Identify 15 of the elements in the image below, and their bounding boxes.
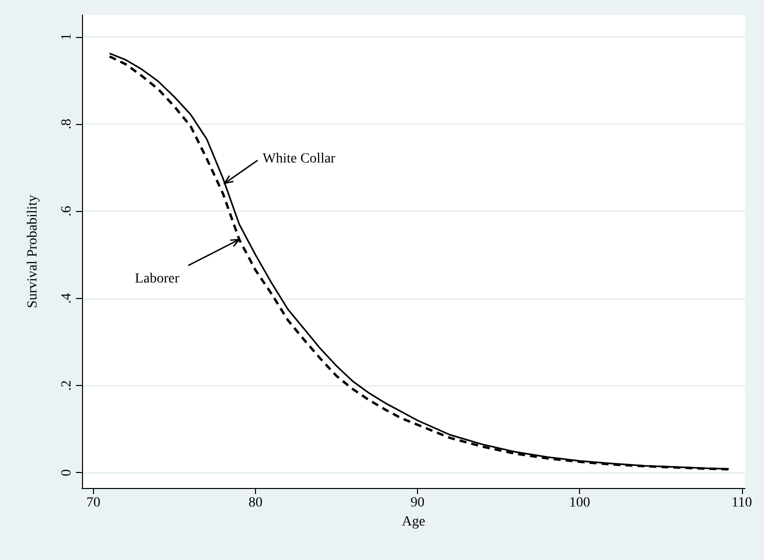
x-tick-label: 80 bbox=[248, 496, 262, 510]
y-tick-label: 0 bbox=[60, 469, 74, 476]
y-tick-label: 1 bbox=[60, 33, 74, 40]
x-tick-label: 90 bbox=[410, 496, 425, 510]
x-tick-label: 70 bbox=[86, 496, 100, 510]
y-axis-title: Survival Probability bbox=[26, 194, 40, 308]
y-tick-label: .2 bbox=[60, 380, 74, 391]
y-tick-label: .6 bbox=[60, 206, 74, 216]
x-tick-label: 100 bbox=[569, 496, 590, 510]
y-tick-label: .4 bbox=[60, 293, 74, 304]
y-tick-label: .8 bbox=[60, 118, 74, 130]
annotation: White Collar bbox=[262, 151, 336, 166]
annotation: Laborer bbox=[134, 272, 180, 287]
x-axis-title: Age bbox=[402, 514, 426, 530]
x-tick-label: 110 bbox=[732, 496, 752, 510]
